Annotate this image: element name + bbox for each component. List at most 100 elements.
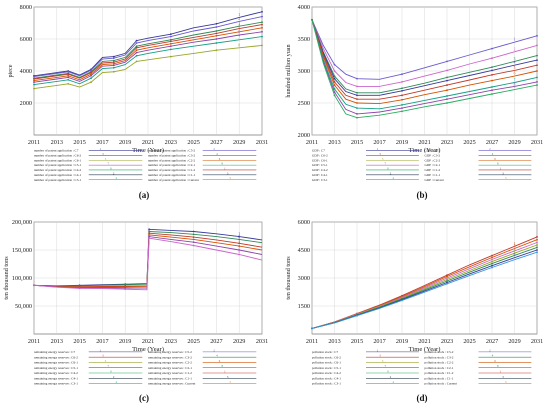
series-line: [33, 24, 263, 80]
series-point: [148, 235, 151, 238]
series-point: [536, 241, 538, 244]
series-marker: 4: [514, 61, 516, 65]
series-point: [90, 71, 92, 74]
legend-marker: 2: [390, 375, 392, 379]
legend-label: number of patent application : C3-1: [34, 178, 82, 182]
series-point: [536, 80, 538, 83]
y-axis-title: ten thousand tons: [285, 256, 292, 300]
legend-label: remaining energy reserves : C1-2: [148, 371, 192, 375]
x-tick-label: 2019: [119, 139, 131, 146]
series-point: [192, 233, 195, 236]
series-point: [238, 242, 241, 245]
legend-label: pollution stock : C6-1: [312, 361, 341, 365]
series-point: [169, 45, 172, 48]
legend-label: number of patent application : C2-2: [148, 158, 196, 162]
series-marker: 4: [238, 242, 240, 246]
legend-marker: 6: [494, 157, 496, 161]
x-tick-label: 2025: [187, 139, 199, 146]
legend-marker: 7: [107, 162, 109, 166]
legend-label: GDP : C6-2: [312, 154, 328, 158]
legend-label: number of patent application : C6-1: [34, 158, 82, 162]
legend-label: pollution stock : C5-1: [312, 366, 341, 370]
series-point: [67, 76, 70, 79]
x-axis-title: Time (Year): [132, 147, 164, 154]
series-point: [135, 42, 138, 44]
x-tick-label: 2019: [396, 338, 408, 345]
legend-marker: 4: [116, 380, 118, 384]
series-point: [536, 251, 538, 254]
legend-label: pollution stock : C7: [312, 350, 338, 354]
legend-label: number of patent application : C3-2: [148, 154, 196, 158]
legend-marker: 6: [494, 359, 496, 363]
series-point: [491, 57, 493, 60]
series-point: [356, 112, 358, 115]
series-point: [536, 236, 538, 238]
x-tick-label: 2017: [373, 139, 385, 146]
series-point: [238, 245, 241, 247]
legend-marker: 6: [219, 359, 221, 363]
legend-marker: 5: [505, 176, 507, 180]
series-marker: 5: [238, 246, 240, 250]
legend-marker: 8: [221, 364, 223, 368]
series-point: [356, 102, 358, 104]
chart-panel-1: 2011 2013 2015 2017 2019 2021 2023 2025 2027 2029…: [7, 4, 268, 200]
x-tick-label: 2017: [373, 338, 385, 345]
series-point: [401, 107, 403, 110]
series-point: [446, 76, 448, 79]
legend-marker: 5: [382, 157, 384, 161]
legend-label: remaining energy reserves : C6-1: [34, 361, 78, 365]
series-point: [112, 70, 115, 73]
series-point: [112, 64, 115, 67]
legend-label: remaining energy reserves : C4-2: [34, 371, 78, 375]
legend-label: GDP : C3-1: [312, 178, 328, 182]
chart-panel-2: 2011 2013 2015 2017 2019 2021 2023 2025 2027 2029…: [285, 4, 543, 200]
series-point: [148, 228, 151, 231]
legend-label: GDP : C3-2: [425, 154, 441, 158]
legend-label: GDP : C5-1: [312, 163, 328, 167]
chart-panel-4: 2011 2013 2015 2017 2019 2021 2023 2025 2027 2029…: [285, 219, 543, 403]
legend-label: remaining energy reserves : C1-1: [148, 376, 192, 380]
x-tick-label: 2025: [463, 139, 475, 146]
legend-label: pollution stock : C3-2: [425, 355, 454, 359]
series-marker: 7: [514, 78, 516, 82]
series-point: [148, 237, 151, 240]
series-marker: 6: [238, 31, 240, 35]
series-point: [536, 249, 538, 251]
x-tick-label: 2013: [51, 139, 63, 146]
series-point: [356, 107, 358, 110]
x-tick-label: 2027: [486, 139, 498, 146]
panel-caption: (b): [417, 190, 428, 200]
series-point: [90, 81, 92, 84]
series-point: [215, 30, 218, 32]
legend-marker: 3: [379, 354, 381, 358]
series-line: [33, 44, 263, 90]
x-tick-label: 2031: [256, 139, 268, 146]
series-point: [401, 98, 403, 101]
series-point: [491, 89, 493, 92]
series-point: [192, 238, 195, 241]
legend-marker: 3: [227, 171, 229, 175]
series-point: [90, 69, 92, 72]
series-point: [401, 80, 403, 83]
series-marker: 1: [514, 38, 516, 42]
series-marker: 3: [514, 246, 516, 250]
x-tick-label: 2013: [328, 139, 340, 146]
series-point: [135, 60, 138, 63]
series-point: [446, 282, 448, 285]
series-point: [215, 38, 218, 40]
series-line: [33, 237, 263, 291]
series-point: [333, 88, 336, 90]
series-point: [446, 84, 448, 86]
series-point: [112, 61, 115, 64]
series-point: [215, 22, 218, 25]
series-point: [33, 81, 35, 84]
series-point: [536, 246, 538, 249]
series-point: [491, 73, 493, 76]
series-point: [333, 63, 336, 66]
x-tick-label: 2031: [531, 139, 543, 146]
x-tick-label: 2011: [306, 338, 318, 345]
series-point: [356, 116, 358, 119]
series-point: [536, 44, 538, 47]
legend-label: number of patent application : Current: [148, 178, 199, 182]
